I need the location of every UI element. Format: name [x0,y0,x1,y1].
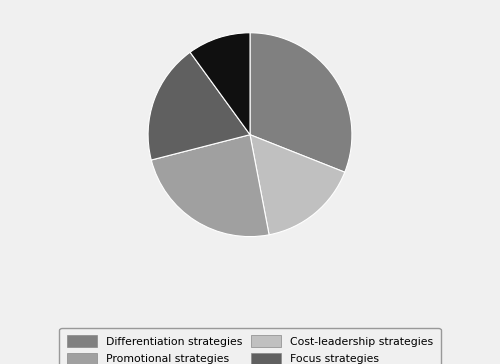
Wedge shape [250,135,345,235]
Wedge shape [148,52,250,160]
Wedge shape [250,33,352,172]
Legend: Differentiation strategies, Promotional strategies, Diversification strategies, : Differentiation strategies, Promotional … [60,328,440,364]
Wedge shape [190,33,250,135]
Wedge shape [152,135,269,237]
